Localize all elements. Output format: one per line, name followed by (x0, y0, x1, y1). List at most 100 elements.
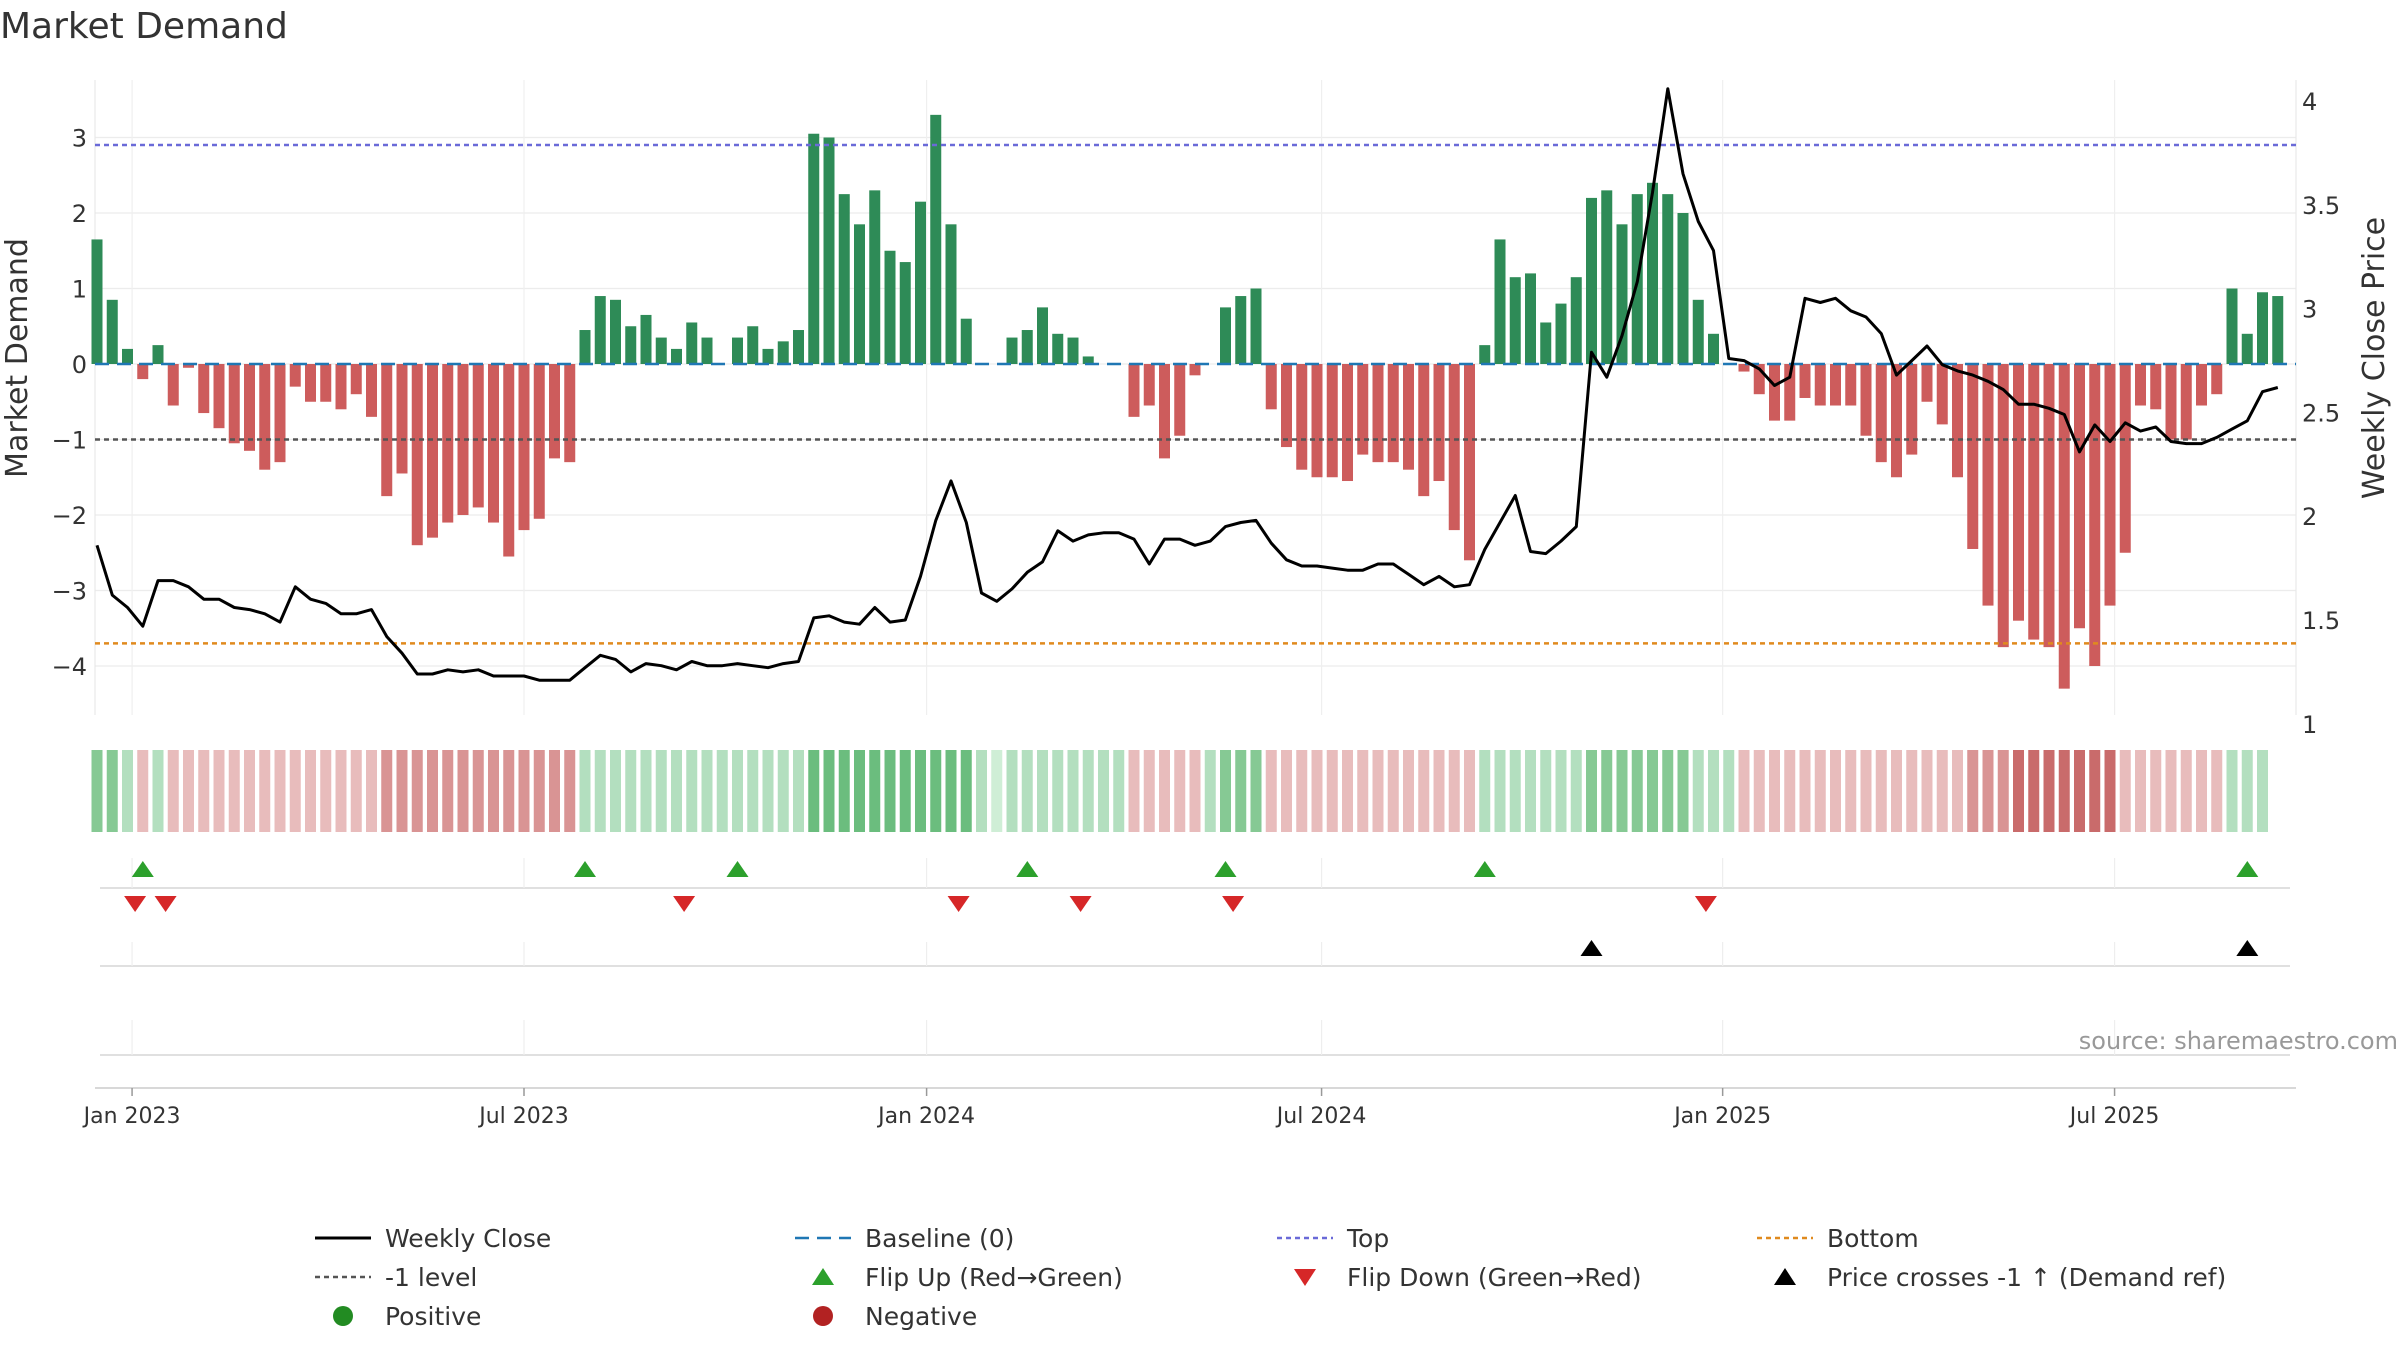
y-axis-right-label: Weekly Close Price (2357, 217, 2392, 499)
positive-bar (2241, 333, 2253, 364)
strength-cell (1967, 750, 1979, 832)
negative-bar (2150, 364, 2162, 410)
strength-cell (747, 750, 759, 832)
strength-cell (2180, 750, 2192, 832)
legend-label: Top (1346, 1224, 1389, 1253)
strength-cell (1403, 750, 1414, 832)
negative-bar (259, 364, 271, 470)
strength-cell (1372, 750, 1384, 832)
strength-cell (198, 750, 210, 832)
strength-cell (1296, 750, 1308, 832)
strength-cell (1037, 750, 1048, 832)
demand-bars (91, 114, 2284, 689)
strength-cell (976, 750, 987, 832)
positive-bar (640, 314, 652, 364)
negative-bar (1753, 364, 1765, 395)
strength-cell (106, 750, 118, 832)
strength-cell (2165, 750, 2177, 832)
negative-bar (2180, 364, 2192, 440)
strength-cell (1082, 750, 1094, 832)
negative-bar (2135, 364, 2146, 406)
left-tick-label: −4 (52, 653, 87, 681)
strength-cell (1875, 750, 1887, 832)
date-tick-label: Jul 2023 (477, 1104, 569, 1129)
positive-bar (655, 337, 667, 364)
strength-cell (1616, 750, 1628, 832)
positive-bar (1037, 307, 1048, 365)
reference-lines (95, 143, 2296, 645)
strength-cell (732, 750, 743, 832)
strength-cell (2226, 750, 2238, 832)
negative-bar (2043, 364, 2055, 648)
strength-cell (549, 750, 560, 832)
negative-bar (2028, 364, 2040, 640)
strength-cell (1021, 750, 1033, 832)
strength-cell (1952, 750, 1963, 832)
strength-cell (1174, 750, 1186, 832)
negative-bar (198, 364, 210, 414)
strength-cell (1464, 750, 1475, 832)
flip-up-marker (2236, 861, 2259, 877)
positive-bar (1494, 239, 1506, 364)
positive-bar (1082, 356, 1094, 364)
left-tick-label: 0 (72, 351, 87, 379)
strength-cell (289, 750, 301, 832)
strength-cell (2043, 750, 2055, 832)
negative-bar (1326, 364, 1338, 478)
positive-bar (610, 299, 621, 364)
strength-cell (869, 750, 881, 832)
strength-cell (1250, 750, 1262, 832)
positive-bar (2272, 296, 2284, 364)
flip-up-marker (726, 861, 749, 877)
positive-bar (915, 201, 926, 364)
strength-cell (1723, 750, 1735, 832)
strength-cell (2028, 750, 2040, 832)
strength-cell (1906, 750, 1918, 832)
strength-cell (2196, 750, 2207, 832)
strength-cell (1860, 750, 1872, 832)
strength-cell (1418, 750, 1430, 832)
strength-cell (701, 750, 713, 832)
strength-cell (1128, 750, 1140, 832)
flip-down-marker (673, 896, 696, 912)
strength-cell (2074, 750, 2085, 832)
strength-cell (1204, 750, 1216, 832)
negative-bar (564, 364, 576, 463)
positive-bar (1555, 303, 1567, 364)
strength-cell (671, 750, 682, 832)
positive-bar (1708, 333, 1719, 364)
legend-swatch (1294, 1269, 1316, 1286)
positive-bar (1692, 299, 1704, 364)
strength-cell (381, 750, 393, 832)
positive-bar (1021, 330, 1033, 364)
strength-cell (533, 750, 545, 832)
strength-cell (427, 750, 438, 832)
negative-bar (427, 364, 438, 538)
negative-bar (213, 364, 225, 429)
negative-bar (1799, 364, 1811, 398)
strength-cell (1982, 750, 1994, 832)
positive-bar (91, 239, 103, 364)
strength-cell (899, 750, 911, 832)
positive-bar (579, 330, 591, 364)
positive-bar (1006, 337, 1018, 364)
strength-cell (777, 750, 789, 832)
strength-cell (1143, 750, 1155, 832)
grid-layer (94, 80, 2297, 715)
strength-cell (1570, 750, 1582, 832)
strength-cell (1845, 750, 1857, 832)
flip-down-marker (154, 896, 177, 912)
negative-bar (1906, 364, 1918, 455)
strength-cell (1662, 750, 1674, 832)
negative-bar (1952, 364, 1963, 478)
negative-bar (228, 364, 240, 444)
strength-cell (1052, 750, 1064, 832)
date-tick-label: Jan 2024 (876, 1104, 975, 1129)
strength-cell (1753, 750, 1765, 832)
strength-cell (655, 750, 667, 832)
strength-cell (1677, 750, 1689, 832)
strength-cell (716, 750, 728, 832)
positive-bar (1662, 194, 1674, 365)
strength-cell (2119, 750, 2131, 832)
